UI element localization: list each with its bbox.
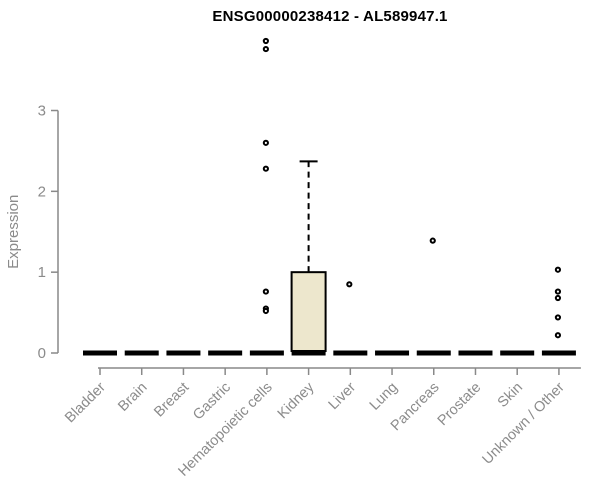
x-tick-label: Kidney [275, 379, 318, 422]
outlier-point [554, 266, 562, 273]
median-bar [458, 350, 493, 356]
outlier-point [554, 288, 562, 295]
x-tick-label: Skin [495, 380, 526, 411]
y-tick-label: 2 [38, 183, 46, 200]
x-tick-label: Breast [151, 380, 192, 421]
median-bar [124, 350, 159, 356]
y-axis-label: Expression [5, 195, 22, 269]
boxplot-prostate [458, 350, 493, 356]
outlier-point [429, 237, 436, 244]
boxplot-breast [166, 350, 201, 356]
boxplot-liver [333, 281, 368, 356]
boxplot-hematopoietic-cells [249, 37, 284, 356]
boxplot-lung [375, 350, 410, 356]
box-rect [290, 271, 327, 353]
x-tick-label: Brain [115, 380, 150, 415]
boxplot-brain [124, 350, 159, 356]
boxplot-skin [500, 350, 535, 356]
boxplot-pancreas [416, 237, 451, 356]
y-tick-label: 3 [38, 103, 46, 120]
outlier-point [262, 307, 269, 315]
boxplot-kidney [290, 160, 327, 356]
median-bar [208, 350, 243, 356]
outlier-point [262, 45, 269, 53]
chart-title: ENSG00000238412 - AL589947.1 [212, 8, 448, 25]
outlier-point [554, 314, 562, 321]
outlier-point [346, 281, 353, 288]
outlier-point [554, 332, 562, 339]
y-tick-label: 1 [38, 264, 46, 281]
outlier-point [554, 294, 562, 302]
median-bar [166, 350, 201, 356]
median-bar [291, 350, 326, 356]
median-bar [500, 350, 535, 356]
median-bar [83, 350, 117, 356]
outlier-point [262, 139, 269, 146]
boxplot-bladder [83, 350, 117, 356]
x-tick-label: Prostate [435, 380, 484, 429]
boxplot-gastric [208, 350, 243, 356]
x-tick-label: Bladder [62, 379, 109, 426]
outlier-point [262, 37, 269, 45]
median-bar [416, 350, 451, 356]
outlier-point [262, 165, 269, 172]
median-bar [249, 350, 284, 356]
x-tick-label: Liver [326, 379, 360, 413]
median-bar [541, 350, 576, 356]
y-tick-label: 0 [38, 345, 46, 362]
x-tick-label: Lung [367, 380, 401, 414]
boxplot-unknown-other [541, 266, 576, 356]
median-bar [375, 350, 410, 356]
outlier-point [262, 288, 269, 295]
median-bar [333, 350, 368, 356]
